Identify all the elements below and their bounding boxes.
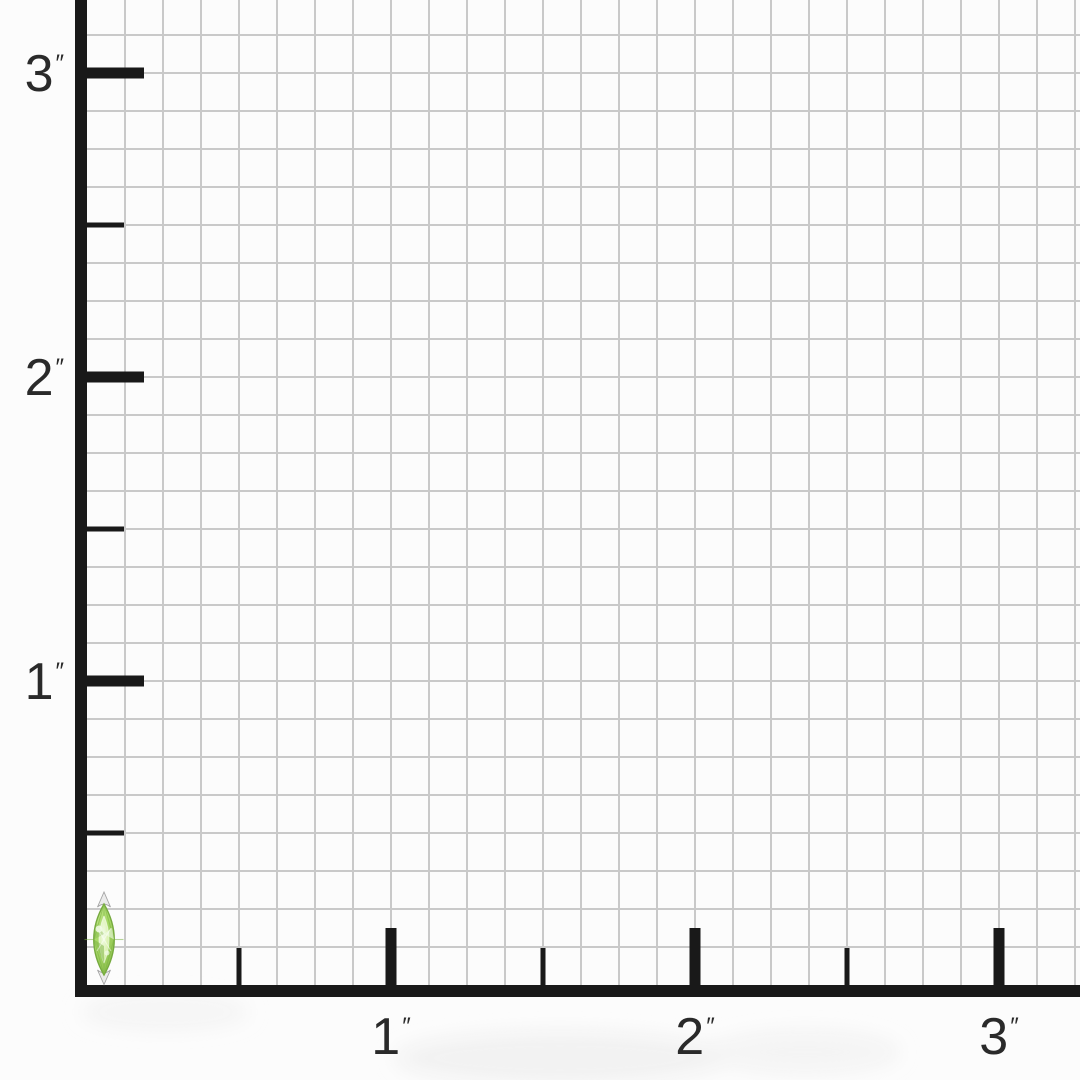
x-axis-line bbox=[75, 985, 1080, 997]
gem-sparkle-line bbox=[96, 927, 112, 952]
x-half-tick-0.5in bbox=[236, 948, 242, 985]
y-axis-line bbox=[75, 0, 87, 997]
shadow-blob bbox=[710, 1030, 900, 1074]
y-major-tick-2in bbox=[87, 371, 144, 383]
y-major-tick-1in bbox=[87, 675, 144, 687]
y-major-tick-3in bbox=[87, 67, 144, 79]
ruler-ticks bbox=[87, 67, 1005, 985]
y-axis-label-1in: 1″ bbox=[25, 653, 65, 711]
x-axis-label-3in: 3″ bbox=[979, 1008, 1019, 1066]
ruler-axes bbox=[75, 0, 1080, 997]
gem-shadow-facet bbox=[94, 939, 104, 963]
x-half-tick-1.5in bbox=[540, 948, 546, 985]
grid-lines bbox=[87, 0, 1080, 985]
shadow-blob bbox=[80, 994, 250, 1030]
y-half-tick-2.5in bbox=[87, 222, 124, 228]
x-axis-label-1in: 1″ bbox=[371, 1008, 411, 1066]
y-half-tick-0.5in bbox=[87, 830, 124, 836]
gem-glint bbox=[95, 925, 103, 933]
x-major-tick-1in bbox=[385, 928, 397, 985]
facet-line bbox=[93, 939, 105, 976]
facet-line bbox=[103, 939, 115, 976]
x-major-tick-2in bbox=[689, 928, 701, 985]
x-major-tick-3in bbox=[993, 928, 1005, 985]
ruler-labels: 1″ 2″ 3″ 1″ 2″ 3″ bbox=[25, 45, 1020, 1066]
y-half-tick-1.5in bbox=[87, 526, 124, 532]
y-axis-label-2in: 2″ bbox=[25, 349, 65, 407]
y-axis-label-3in: 3″ bbox=[25, 45, 65, 103]
gem-glint bbox=[104, 950, 110, 956]
gem-light-facet bbox=[104, 928, 114, 940]
soft-photo-shadows bbox=[80, 994, 900, 1080]
shadow-blob bbox=[395, 1032, 725, 1080]
x-axis-label-2in: 2″ bbox=[675, 1008, 715, 1066]
peridot-gem bbox=[84, 890, 124, 986]
x-half-tick-2.5in bbox=[844, 948, 850, 985]
facet-line bbox=[93, 903, 105, 940]
